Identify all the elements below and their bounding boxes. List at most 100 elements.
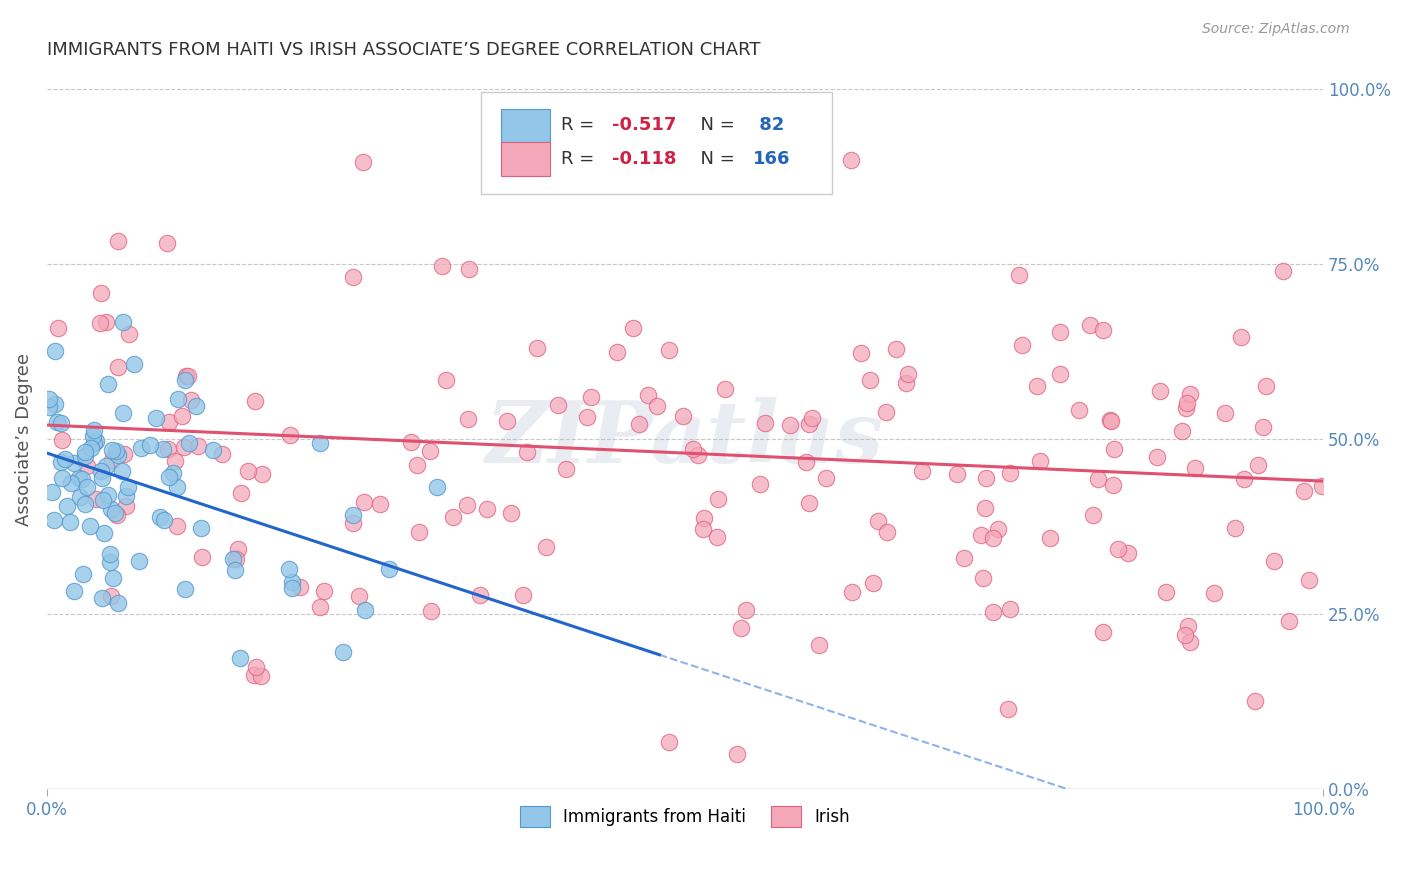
- Point: [177, 435, 200, 450]
- Point: [815, 471, 838, 485]
- Point: [714, 382, 737, 396]
- Point: [981, 605, 1004, 619]
- Point: [1184, 461, 1206, 475]
- Point: [100, 502, 122, 516]
- Point: [1049, 325, 1071, 339]
- Point: [73, 497, 96, 511]
- Point: [98, 547, 121, 561]
- Text: N =: N =: [689, 150, 741, 168]
- Point: [312, 583, 335, 598]
- Point: [686, 449, 709, 463]
- Point: [51, 433, 73, 447]
- Point: [277, 562, 299, 576]
- Point: [1294, 483, 1316, 498]
- Point: [38, 400, 60, 414]
- Point: [180, 393, 202, 408]
- Point: [156, 442, 179, 456]
- Point: [107, 234, 129, 248]
- Point: [342, 269, 364, 284]
- Point: [166, 519, 188, 533]
- Point: [637, 388, 659, 402]
- Point: [692, 522, 714, 536]
- Point: [499, 506, 522, 520]
- Point: [754, 416, 776, 430]
- Point: [177, 369, 200, 384]
- Point: [38, 392, 60, 407]
- Point: [1202, 586, 1225, 600]
- Point: [1213, 406, 1236, 420]
- Point: [174, 369, 197, 384]
- Y-axis label: Associate’s Degree: Associate’s Degree: [15, 352, 32, 525]
- Point: [536, 540, 558, 554]
- Point: [229, 485, 252, 500]
- Point: [512, 588, 534, 602]
- Text: R =: R =: [561, 150, 600, 168]
- Point: [245, 660, 267, 674]
- Point: [1102, 442, 1125, 456]
- Point: [173, 373, 195, 387]
- Point: [987, 522, 1010, 536]
- Point: [228, 651, 250, 665]
- Point: [378, 562, 401, 576]
- Point: [516, 445, 538, 459]
- Point: [693, 511, 716, 525]
- Text: 82: 82: [752, 116, 785, 135]
- Point: [807, 638, 830, 652]
- Point: [1175, 396, 1198, 410]
- Point: [226, 542, 249, 557]
- Point: [115, 499, 138, 513]
- Point: [911, 464, 934, 478]
- Point: [1298, 574, 1320, 588]
- Point: [1011, 338, 1033, 352]
- Point: [156, 236, 179, 251]
- Point: [839, 153, 862, 167]
- Point: [174, 582, 197, 597]
- Point: [1178, 386, 1201, 401]
- Point: [45, 416, 67, 430]
- Text: 166: 166: [752, 150, 790, 168]
- Point: [162, 466, 184, 480]
- Point: [105, 508, 128, 523]
- Point: [1233, 472, 1256, 486]
- Point: [575, 409, 598, 424]
- Point: [1246, 458, 1268, 473]
- Point: [1278, 614, 1301, 628]
- Point: [288, 580, 311, 594]
- Point: [794, 454, 817, 468]
- Point: [128, 554, 150, 568]
- Point: [145, 411, 167, 425]
- Text: Source: ZipAtlas.com: Source: ZipAtlas.com: [1202, 22, 1350, 37]
- FancyBboxPatch shape: [481, 93, 832, 194]
- Legend: Immigrants from Haiti, Irish: Immigrants from Haiti, Irish: [513, 800, 856, 833]
- Point: [190, 549, 212, 564]
- Point: [1029, 454, 1052, 468]
- Point: [245, 394, 267, 409]
- Point: [152, 442, 174, 456]
- Text: -0.118: -0.118: [612, 150, 676, 168]
- Point: [645, 399, 668, 413]
- Point: [419, 443, 441, 458]
- Point: [84, 434, 107, 449]
- Point: [457, 412, 479, 426]
- Point: [974, 471, 997, 485]
- Point: [93, 525, 115, 540]
- Point: [970, 528, 993, 542]
- Point: [243, 668, 266, 682]
- Point: [998, 602, 1021, 616]
- Point: [238, 464, 260, 478]
- Point: [167, 392, 190, 407]
- Point: [100, 453, 122, 467]
- Point: [1091, 625, 1114, 640]
- Point: [862, 576, 884, 591]
- Point: [1180, 635, 1202, 649]
- Text: R =: R =: [561, 116, 600, 135]
- Point: [90, 471, 112, 485]
- Point: [953, 551, 976, 566]
- Point: [97, 377, 120, 392]
- Point: [1251, 420, 1274, 434]
- Point: [129, 441, 152, 455]
- Point: [94, 459, 117, 474]
- Point: [90, 591, 112, 606]
- Point: [172, 409, 194, 424]
- Point: [89, 316, 111, 330]
